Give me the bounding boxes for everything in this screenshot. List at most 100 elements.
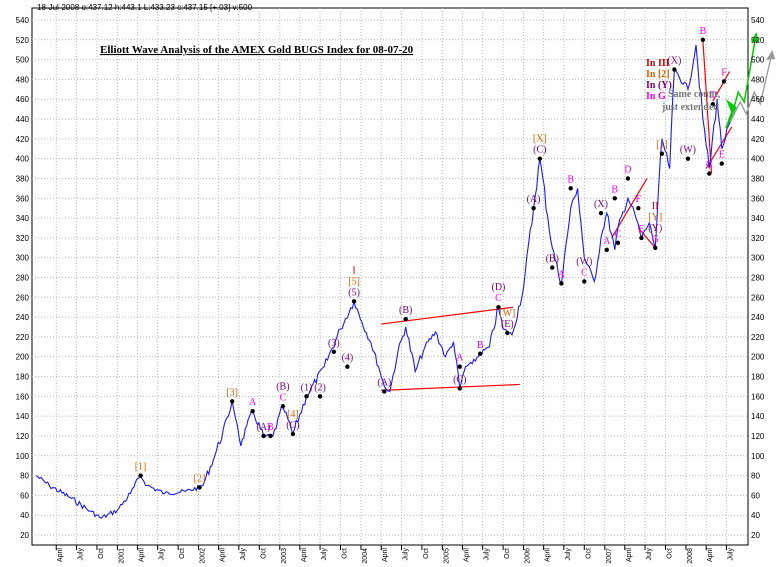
note-line-1: Same count, [668, 89, 721, 100]
wave-label: (A) [377, 377, 391, 388]
wave-label: (X) [594, 199, 608, 210]
y-tick-label-left: 460 [16, 95, 30, 104]
y-tick-label-right: 480 [751, 75, 765, 84]
note-line-2: just extended [661, 102, 719, 113]
y-tick-label-left: 300 [16, 254, 30, 263]
wave-label: [2] [194, 473, 206, 484]
y-tick-label-right: 100 [751, 452, 765, 461]
wave-label: B [567, 174, 574, 185]
pivot-dot [604, 247, 609, 252]
y-tick-label-right: 340 [751, 214, 765, 223]
wave-label: I [352, 265, 355, 276]
wave-label: A [456, 353, 464, 364]
pivot-dot [559, 281, 564, 286]
pivot-dot [568, 186, 573, 191]
y-tick-label-right: 440 [751, 115, 765, 124]
x-tick-label: 2004 [362, 548, 369, 564]
pivot-dot [403, 316, 408, 322]
wave-label: (3) [328, 338, 340, 349]
x-tick-label: Oct [98, 548, 105, 559]
pivot-dot [477, 351, 483, 356]
pivot-dot [653, 245, 658, 250]
x-tick-label: 2005 [443, 548, 450, 564]
x-tick-label: 2007 [606, 548, 613, 564]
pivot-dot [719, 161, 724, 166]
y-tick-label-left: 240 [16, 313, 30, 322]
pivot-dot [685, 156, 691, 161]
x-tick-label: July [159, 548, 166, 561]
pivot-dot [457, 386, 462, 391]
y-tick-label-right: 200 [751, 353, 765, 362]
pivot-dot [615, 240, 621, 246]
x-tick-label: Oct [585, 548, 592, 559]
wave-label: F [636, 194, 642, 205]
y-tick-label-right: 260 [751, 293, 765, 302]
wave-label: (A) [527, 194, 541, 205]
pivot-dot [317, 394, 323, 399]
wave-label: (E) [501, 319, 514, 330]
y-tick-label-right: 180 [751, 373, 765, 382]
pivot-dot [457, 364, 462, 369]
wave-label: B [477, 340, 484, 351]
y-tick-label-right: 20 [751, 531, 760, 540]
y-tick-label-left: 100 [16, 452, 30, 461]
x-tick-label: April [545, 548, 552, 562]
x-tick-label: April [57, 548, 64, 562]
x-tick-label: 2003 [281, 548, 288, 564]
wave-label: (W) [680, 145, 696, 156]
wave-label: [3] [226, 387, 238, 398]
y-tick-label-right: 240 [751, 313, 765, 322]
pivot-dot [304, 394, 309, 399]
projection-gray-arrowhead [766, 50, 776, 61]
x-tick-label: July [240, 548, 247, 561]
wave-label: E [638, 224, 644, 235]
y-tick-label-right: 80 [751, 472, 760, 481]
wave-label: (1) [301, 382, 313, 393]
pivot-dot [612, 196, 617, 201]
y-tick-label-right: 420 [751, 135, 765, 144]
x-tick-label: April [301, 548, 308, 562]
pivot-dot [537, 156, 543, 161]
y-tick-label-left: 400 [16, 155, 30, 164]
y-tick-label-left: 260 [16, 293, 30, 302]
projection-green-arrowhead [751, 32, 760, 43]
wave-labels: [1][2][3](A)ABC(B)(C)[4](1) (2)(3)(4)(5)[… [135, 26, 727, 485]
y-tick-label-left: 80 [20, 472, 29, 481]
wave-label: [Y] [648, 212, 662, 223]
pivot-dot [280, 404, 286, 409]
y-tick-label-right: 320 [751, 234, 765, 243]
wave-label: (5) [348, 287, 360, 298]
y-tick-label-right: 120 [751, 432, 765, 441]
pivot-dot [550, 265, 555, 270]
wave-label: (A) [257, 422, 271, 433]
y-tick-label-left: 420 [16, 135, 30, 144]
wave-label: B [267, 422, 274, 433]
x-tick-label: July [402, 548, 409, 561]
chart-header: 18-Jul-2008 o:437.12 h:443.1 L:433.23 c:… [37, 3, 253, 12]
x-tick-label: 2006 [525, 548, 532, 564]
green-blob [725, 99, 737, 129]
y-tick-label-right: 540 [751, 16, 765, 25]
x-tick-label: April [707, 548, 714, 562]
wave-label: B [700, 26, 707, 37]
wave-label: D [624, 164, 631, 175]
wave-label: [1] [656, 140, 668, 151]
pivot-dot [700, 37, 706, 43]
x-tick-label: 2008 [687, 548, 694, 564]
x-tick-label: July [321, 548, 328, 561]
price-series-line [35, 44, 731, 519]
pivot-dot [707, 171, 712, 176]
pivot-dot [250, 409, 255, 414]
wave-label: (C) [286, 420, 299, 431]
y-tick-label-left: 380 [16, 174, 30, 183]
x-tick-label: April [138, 548, 145, 562]
y-tick-label-right: 360 [751, 194, 765, 203]
pivot-dot [268, 433, 273, 439]
y-tick-label-left: 480 [16, 75, 30, 84]
x-tick-label: July [484, 548, 491, 561]
pivot-dot [625, 176, 631, 181]
trendline [702, 39, 713, 174]
wave-label: [X] [533, 134, 547, 145]
y-tick-label-left: 160 [16, 392, 30, 401]
pivot-dot [639, 235, 644, 241]
